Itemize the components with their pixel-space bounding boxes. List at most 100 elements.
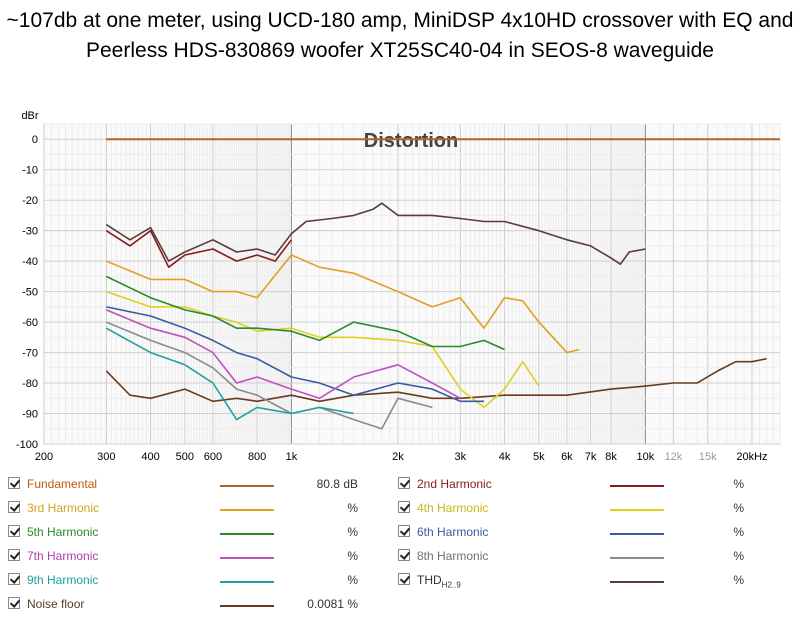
legend-label-text: 2nd Harmonic <box>417 477 492 491</box>
legend-item-noise-floor: Noise floor 0.0081 % <box>8 594 388 614</box>
x-tick-label: 8k <box>605 451 617 463</box>
legend-label: 2nd Harmonic <box>417 477 492 491</box>
x-tick-label: 800 <box>248 451 266 463</box>
legend-label-text: 9th Harmonic <box>27 573 99 587</box>
legend-value: % <box>733 549 744 563</box>
legend-value: % <box>347 501 358 515</box>
y-tick-label: -80 <box>22 378 38 390</box>
x-tick-label: 500 <box>176 451 194 463</box>
y-tick-label: -40 <box>22 256 38 268</box>
x-tick-label: 2k <box>392 451 404 463</box>
legend-swatch <box>610 509 664 511</box>
y-tick-label: -70 <box>22 348 38 360</box>
checkbox-9th-harmonic[interactable] <box>8 573 20 585</box>
x-tick-label: 6k <box>561 451 573 463</box>
legend-label-text: 3rd Harmonic <box>27 501 100 515</box>
legend-label: Noise floor <box>27 597 84 611</box>
legend-label: 5th Harmonic <box>27 525 98 539</box>
legend-value: % <box>733 525 744 539</box>
checkbox-thd[interactable] <box>398 573 410 585</box>
legend-value: % <box>347 525 358 539</box>
legend-label-sub: H2..9 <box>441 580 461 590</box>
legend-item-7th-harmonic: 7th Harmonic% <box>8 546 388 566</box>
x-tick-label: 3k <box>455 451 467 463</box>
legend-label-text: Fundamental <box>27 477 98 491</box>
legend-label-text: 6th Harmonic <box>417 525 489 539</box>
checkbox-8th-harmonic[interactable] <box>398 549 410 561</box>
legend-label-text: Noise floor <box>27 597 85 611</box>
y-tick-label: 0 <box>32 134 38 146</box>
y-tick-label: -60 <box>22 317 38 329</box>
x-tick-label: 1k <box>286 451 298 463</box>
legend-item-fundamental: Fundamental 80.8 dB <box>8 474 388 494</box>
legend-label: 3rd Harmonic <box>27 501 99 515</box>
legend-swatch <box>220 485 274 487</box>
legend-value: % <box>347 549 358 563</box>
legend-value: % <box>733 573 744 587</box>
series-line-5th-harmonic <box>105 275 505 351</box>
legend-label-text: 7th Harmonic <box>27 549 99 563</box>
y-tick-label: -20 <box>22 195 38 207</box>
x-tick-label: 20kHz <box>736 451 767 463</box>
checkbox-fundamental[interactable] <box>8 477 20 489</box>
checkbox-2nd-harmonic[interactable] <box>398 477 410 489</box>
legend-label: THDH2..9 <box>417 573 461 589</box>
series-line-9th-harmonic <box>105 327 354 421</box>
legend-value: % <box>733 501 744 515</box>
legend-label-text: THD <box>417 573 442 587</box>
x-tick-label: 300 <box>97 451 115 463</box>
y-tick-label: -50 <box>22 287 38 299</box>
legend-label-text: 5th Harmonic <box>27 525 99 539</box>
series-line-3rd-harmonic <box>105 254 580 354</box>
legend-value: % <box>347 573 358 587</box>
x-tick-label: 400 <box>141 451 159 463</box>
page-title: ~107db at one meter, using UCD-180 amp, … <box>6 9 794 62</box>
legend-label: 6th Harmonic <box>417 525 488 539</box>
chart-title: Distortion <box>364 130 458 152</box>
legend-value: 80.8 dB <box>316 477 358 491</box>
checkbox-5th-harmonic[interactable] <box>8 525 20 537</box>
legend-item-4th-harmonic: 4th Harmonic% <box>398 498 778 518</box>
y-tick-label: -10 <box>22 165 38 177</box>
legend-item-5th-harmonic: 5th Harmonic% <box>8 522 388 542</box>
checkbox-6th-harmonic[interactable] <box>398 525 410 537</box>
x-tick-label: 200 <box>35 451 53 463</box>
legend-label: 7th Harmonic <box>27 549 98 563</box>
legend-item-thd: THDH2..9% <box>398 570 778 590</box>
legend-label-text: 8th Harmonic <box>417 549 489 563</box>
legend-swatch <box>220 557 274 559</box>
legend-label: 8th Harmonic <box>417 549 488 563</box>
distortion-chart: 0 -10 -20 -30 -40 -50 -60 -70 -80 -90 -100 dBr 200 30… <box>16 110 781 463</box>
series-line-6th-harmonic <box>106 306 484 403</box>
y-axis-label: dBr <box>21 110 38 122</box>
checkbox-3rd-harmonic[interactable] <box>8 501 20 513</box>
x-tick-label: 600 <box>204 451 222 463</box>
legend-item-6th-harmonic: 6th Harmonic% <box>398 522 778 542</box>
series-line-7th-harmonic <box>105 309 461 400</box>
series-line-thd <box>105 202 646 266</box>
legend-swatch <box>610 557 664 559</box>
legend-value: 0.0081 % <box>307 597 358 611</box>
series-line-2nd-harmonic <box>105 229 293 269</box>
legend-label-text: 4th Harmonic <box>417 501 489 515</box>
x-tick-label: 5k <box>533 451 545 463</box>
legend-item-2nd-harmonic: 2nd Harmonic% <box>398 474 778 494</box>
y-tick-label: -30 <box>22 226 38 238</box>
x-tick-label: 7k <box>585 451 597 463</box>
series-line-4th-harmonic <box>106 290 540 409</box>
checkbox-7th-harmonic[interactable] <box>8 549 20 561</box>
legend-label: 9th Harmonic <box>27 573 98 587</box>
legend-swatch <box>220 533 274 535</box>
legend: Fundamental 80.8 dB 3rd Harmonic% 5th Harmo… <box>0 470 800 620</box>
legend-value: % <box>733 477 744 491</box>
legend-swatch <box>610 533 664 535</box>
legend-label: 4th Harmonic <box>417 501 488 515</box>
y-tick-label: -90 <box>22 409 38 421</box>
legend-item-8th-harmonic: 8th Harmonic% <box>398 546 778 566</box>
legend-swatch <box>610 485 664 487</box>
legend-label: Fundamental <box>27 477 97 491</box>
legend-swatch <box>220 605 274 607</box>
checkbox-noise-floor[interactable] <box>8 597 20 609</box>
checkbox-4th-harmonic[interactable] <box>398 501 410 513</box>
series-line-noise-floor <box>105 357 767 403</box>
